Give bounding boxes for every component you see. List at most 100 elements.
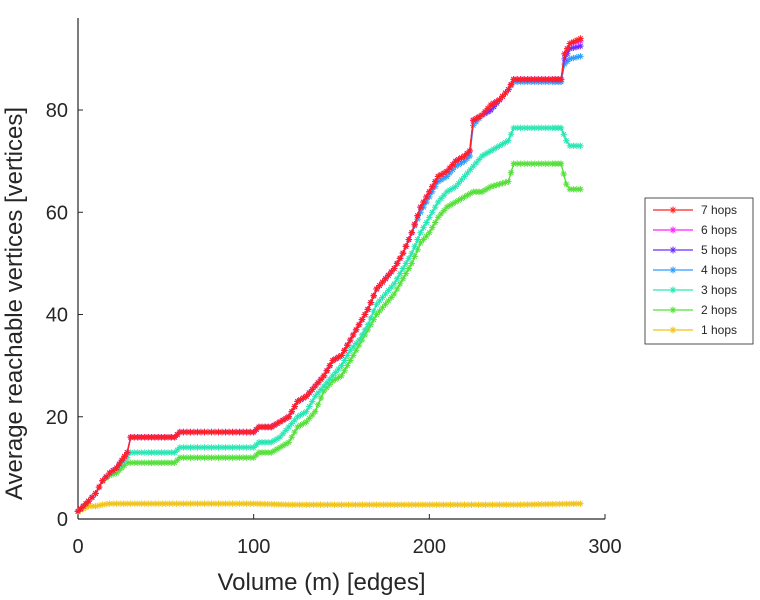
data-point	[92, 490, 99, 497]
data-point	[288, 434, 295, 441]
data-point	[414, 236, 421, 243]
data-point	[399, 265, 407, 272]
data-point	[446, 164, 454, 172]
data-point	[323, 367, 331, 374]
legend-item: 2 hops	[653, 303, 737, 317]
data-point	[402, 260, 410, 267]
series-6-hops	[74, 37, 584, 515]
data-point	[291, 428, 298, 436]
data-point	[669, 306, 677, 314]
legend-item: 6 hops	[653, 223, 737, 237]
data-point	[303, 418, 310, 426]
data-point	[414, 212, 421, 219]
data-point	[314, 401, 322, 409]
data-point	[417, 229, 424, 236]
data-point	[393, 260, 401, 267]
data-point	[361, 326, 369, 334]
data-point	[306, 403, 313, 410]
data-point	[109, 467, 117, 474]
data-point	[393, 275, 401, 282]
y-tick-label: 0	[57, 509, 68, 531]
legend-item: 7 hops	[653, 203, 737, 217]
ticks: 0 100 200 300 0 20 40 60 80	[46, 100, 622, 558]
data-point	[300, 394, 307, 402]
data-point	[405, 236, 413, 243]
data-point	[352, 340, 360, 347]
data-point	[408, 260, 415, 267]
data-point	[113, 464, 120, 472]
legend-box	[644, 197, 754, 345]
axes	[77, 18, 605, 520]
data-point	[367, 299, 374, 306]
data-point	[279, 442, 287, 449]
data-point	[361, 311, 369, 318]
data-point	[391, 290, 398, 298]
data-point	[440, 192, 448, 199]
data-point	[344, 341, 351, 349]
data-point	[563, 180, 570, 188]
data-point	[391, 265, 398, 272]
data-point	[426, 229, 433, 236]
data-point	[505, 178, 512, 185]
legend-label: 3 hops	[701, 283, 737, 297]
plot-area	[74, 35, 584, 515]
data-point	[376, 307, 383, 315]
data-point	[577, 500, 584, 507]
data-point	[577, 142, 584, 150]
data-point	[405, 265, 413, 272]
legend-item: 5 hops	[653, 243, 737, 257]
data-point	[402, 270, 410, 277]
data-point	[370, 292, 377, 299]
data-point	[431, 203, 439, 211]
data-point	[358, 316, 366, 323]
data-point	[507, 131, 515, 138]
data-point	[358, 331, 366, 339]
data-point	[669, 226, 677, 234]
data-point	[669, 206, 677, 214]
series-line	[77, 55, 581, 512]
data-point	[431, 219, 439, 226]
series-1-hops	[74, 500, 584, 515]
x-axis-label: Volume (m) [edges]	[217, 569, 425, 596]
data-point	[563, 137, 570, 144]
series-2-hops	[74, 160, 584, 515]
data-point	[560, 131, 567, 138]
data-point	[560, 170, 567, 178]
data-point	[493, 181, 500, 189]
data-point	[411, 243, 418, 250]
data-point	[311, 408, 319, 415]
data-point	[364, 306, 372, 313]
data-point	[338, 372, 345, 380]
legend-label: 1 hops	[701, 323, 737, 337]
data-point	[399, 275, 407, 282]
legend-label: 7 hops	[701, 203, 737, 217]
data-point	[282, 440, 290, 448]
data-point	[347, 336, 354, 344]
data-point	[399, 249, 407, 257]
data-point	[123, 449, 131, 456]
y-axis-label: Average reachable vertices [vertices]	[1, 107, 28, 500]
data-point	[393, 285, 401, 293]
data-point	[564, 45, 571, 52]
data-point	[577, 186, 584, 193]
data-point	[408, 229, 415, 236]
y-tick-label: 60	[46, 202, 68, 224]
x-tick-label: 200	[413, 536, 446, 558]
data-point	[429, 209, 436, 216]
data-point	[309, 398, 316, 405]
data-point	[669, 266, 677, 274]
data-point	[388, 284, 395, 291]
data-point	[285, 413, 292, 420]
data-point	[338, 352, 345, 359]
data-point	[344, 362, 351, 369]
data-point	[420, 198, 427, 206]
data-point	[370, 307, 377, 315]
data-point	[669, 286, 677, 294]
legend-item: 1 hops	[653, 323, 737, 337]
data-point	[288, 408, 295, 415]
data-point	[350, 352, 357, 359]
data-point	[317, 394, 325, 402]
data-point	[561, 50, 568, 57]
legend-item: 3 hops	[653, 283, 737, 297]
